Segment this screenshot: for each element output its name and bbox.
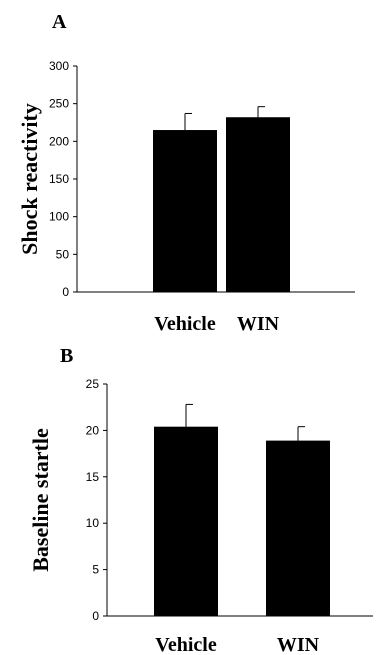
panel-b: B Baseline startle 0 5 10 15 20 25 Vehicle WIN (28, 345, 373, 655)
y-axis-label: Baseline startle (28, 428, 53, 572)
category-label-vehicle: Vehicle (155, 634, 217, 655)
category-label-win: WIN (277, 634, 320, 655)
y-tick-label: 20 (86, 423, 100, 437)
bar-win (226, 117, 290, 292)
y-tick-label: 150 (49, 172, 69, 186)
y-axis-label: Shock reactivity (17, 103, 42, 255)
y-tick-label: 25 (86, 377, 100, 391)
y-tick-label: 50 (56, 247, 70, 261)
category-label-win: WIN (237, 313, 280, 335)
bar-vehicle (154, 426, 218, 616)
y-tick-label: 15 (86, 470, 100, 484)
y-tick-label: 250 (49, 97, 69, 111)
y-tick-label: 200 (49, 134, 69, 148)
panel-letter: A (52, 11, 67, 33)
y-tick-label: 10 (86, 516, 100, 530)
category-label-vehicle: Vehicle (154, 313, 216, 335)
y-tick-label: 5 (92, 563, 99, 577)
bar-vehicle (153, 130, 217, 292)
y-tick-label: 0 (92, 609, 99, 623)
y-tick-label: 100 (49, 210, 69, 224)
panel-a: A Shock reactivity 0 50 100 150 200 250 300 Vehic… (17, 11, 355, 335)
y-tick-label: 300 (49, 59, 69, 73)
bar-win (266, 440, 330, 616)
y-tick-label: 0 (62, 285, 69, 299)
panel-letter: B (60, 345, 73, 367)
